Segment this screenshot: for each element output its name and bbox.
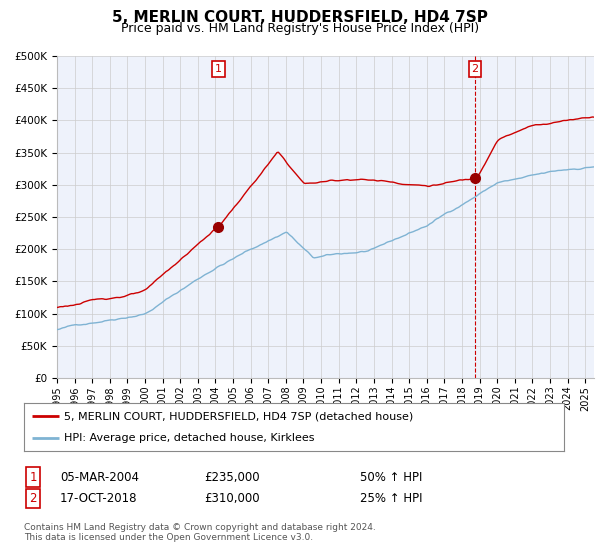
Text: 17-OCT-2018: 17-OCT-2018 — [60, 492, 137, 505]
Text: 5, MERLIN COURT, HUDDERSFIELD, HD4 7SP: 5, MERLIN COURT, HUDDERSFIELD, HD4 7SP — [112, 10, 488, 25]
Text: 05-MAR-2004: 05-MAR-2004 — [60, 470, 139, 484]
Text: Price paid vs. HM Land Registry's House Price Index (HPI): Price paid vs. HM Land Registry's House … — [121, 22, 479, 35]
Text: £310,000: £310,000 — [204, 492, 260, 505]
Text: Contains HM Land Registry data © Crown copyright and database right 2024.
This d: Contains HM Land Registry data © Crown c… — [24, 523, 376, 543]
Text: 1: 1 — [29, 470, 37, 484]
Text: £235,000: £235,000 — [204, 470, 260, 484]
Text: 5, MERLIN COURT, HUDDERSFIELD, HD4 7SP (detached house): 5, MERLIN COURT, HUDDERSFIELD, HD4 7SP (… — [65, 411, 414, 421]
Text: HPI: Average price, detached house, Kirklees: HPI: Average price, detached house, Kirk… — [65, 433, 315, 443]
Text: 2: 2 — [472, 64, 479, 74]
Text: 1: 1 — [215, 64, 222, 74]
Text: 25% ↑ HPI: 25% ↑ HPI — [360, 492, 422, 505]
Text: 50% ↑ HPI: 50% ↑ HPI — [360, 470, 422, 484]
Text: 2: 2 — [29, 492, 37, 505]
